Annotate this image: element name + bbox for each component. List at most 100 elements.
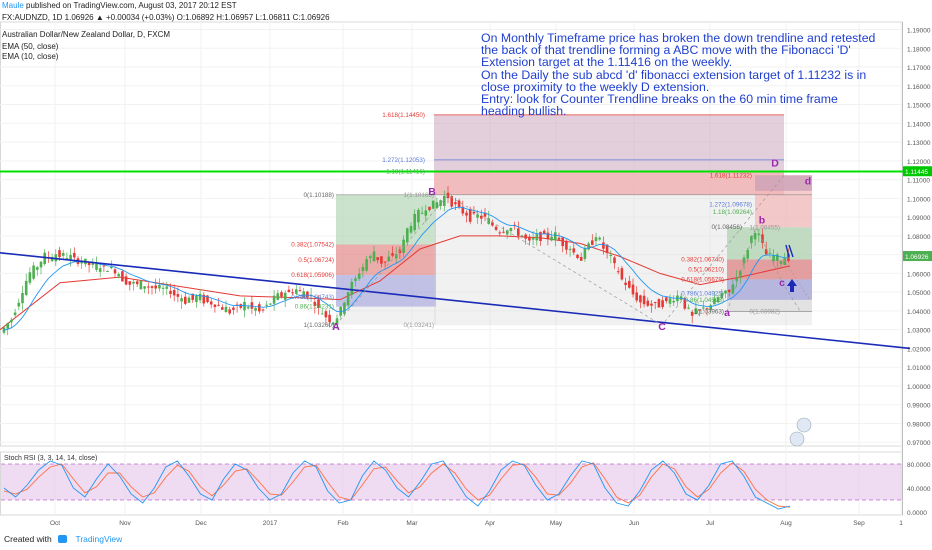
time-tick-label: Jun — [629, 520, 640, 527]
candle-body — [735, 277, 738, 281]
price-tick-label: 1.08000 — [907, 234, 931, 241]
fib-level-label: 0.382(1.06740) — [681, 257, 724, 264]
candle-body — [424, 210, 428, 216]
candle-body — [132, 281, 135, 284]
price-tick-label: 1.16000 — [907, 84, 931, 91]
fib-level-label: 0.86(1.04231) — [295, 304, 334, 311]
candle-body — [295, 289, 298, 294]
time-tick-label: 2017 — [263, 520, 278, 527]
candle-body — [687, 307, 690, 309]
candle-body — [287, 289, 291, 293]
candle-body — [6, 323, 9, 329]
time-tick-label: Feb — [337, 520, 349, 527]
candle-body — [620, 268, 624, 280]
candle-body — [54, 254, 58, 262]
candle-body — [768, 252, 772, 254]
publish-header: Maule published on TradingView.com, Augu… — [2, 1, 237, 10]
candle-body — [520, 235, 524, 237]
ohlc-line: FX:AUDNZD, 1D 1.06926 ▲ +0.00034 (+0.03%… — [2, 13, 330, 22]
price-tick-label: 1.04000 — [907, 309, 931, 316]
candle-body — [291, 292, 294, 294]
annotation-line-3: Entry: look for Counter Trendline breaks… — [481, 92, 838, 119]
counter-trendline-icon — [785, 244, 794, 258]
candle-body — [324, 311, 328, 318]
fib-level-label: 1(1.03260) — [304, 322, 334, 329]
footer-brand[interactable]: TradingView — [75, 534, 123, 544]
last-price-badge — [903, 251, 932, 262]
candle-body — [568, 248, 572, 250]
candle-body — [50, 256, 54, 262]
fib-zone-sub-green — [727, 227, 812, 260]
publisher-name[interactable]: Maule — [2, 1, 24, 10]
green-line-price-badge — [903, 166, 932, 177]
rsi-d-line — [3, 462, 791, 508]
candle-body — [383, 261, 387, 263]
candle-body — [202, 294, 206, 304]
candle-body — [468, 208, 472, 222]
price-tick-label: 1.19000 — [907, 28, 931, 35]
candle-body — [672, 300, 675, 303]
price-chart: 1.19000 1.18000 1.17000 1.16000 1.15000 1.140… — [0, 21, 932, 527]
fib-level-label: 1.272(1.09678) — [709, 201, 752, 208]
price-tick-label: 1.13000 — [907, 140, 931, 147]
symbol-legend: Australian Dollar/New Zealand Dollar, D,… — [2, 30, 171, 39]
time-tick-label: Mar — [406, 520, 418, 527]
candle-body — [135, 281, 139, 285]
rsi-tick-label: 80.0000 — [907, 462, 931, 469]
candle-body — [246, 307, 250, 309]
candle-body — [39, 261, 43, 268]
pattern-point-D: D — [771, 158, 779, 170]
fib-level-label: 0.382(1.07542) — [291, 242, 334, 249]
time-tick-label: May — [550, 520, 563, 527]
candle-body — [172, 290, 176, 296]
ema10-legend: EMA (10, close) — [2, 52, 59, 61]
candle-body — [121, 271, 124, 282]
ema50-line — [0, 235, 791, 331]
candle-body — [254, 308, 257, 311]
candle-body — [546, 232, 550, 239]
candle-body — [261, 309, 265, 311]
candle-body — [724, 290, 727, 294]
sub-abcd-connector — [726, 226, 801, 312]
price-tick-label: 1.10000 — [907, 196, 931, 203]
time-tick-label: Apr — [485, 520, 496, 527]
candle-body — [106, 270, 109, 272]
candle-body — [195, 295, 198, 303]
fib-level-label: 1.618(1.14450) — [382, 112, 425, 119]
tradingview-logo-icon — [58, 535, 68, 543]
candle-body — [191, 293, 194, 300]
fib-level-label: 0.786(1.04925) — [681, 291, 724, 298]
fib-level-label: 0.5(1.06724) — [298, 257, 334, 264]
candle-body — [727, 289, 731, 293]
candle-body — [258, 304, 261, 312]
last-price-label: 1.06926 — [905, 254, 929, 261]
candle-body — [265, 304, 268, 306]
candle-body — [139, 280, 143, 290]
candle-body — [232, 307, 235, 310]
candle-body — [591, 240, 594, 245]
candle-body — [694, 308, 698, 314]
candle-body — [180, 298, 183, 302]
candle-body — [587, 243, 590, 250]
candle-body — [343, 302, 346, 314]
candle-body — [369, 256, 372, 258]
price-tick-label: 0.98000 — [907, 421, 931, 428]
pattern-point-a: a — [724, 307, 730, 319]
candle-body — [624, 282, 627, 286]
price-tick-label: 0.99000 — [907, 403, 931, 410]
candle-body — [761, 234, 764, 243]
candle-body — [698, 309, 701, 311]
candle-body — [653, 301, 657, 303]
candle-body — [483, 213, 487, 217]
candle-body — [583, 247, 587, 259]
candle-body — [10, 319, 13, 323]
candle-body — [443, 195, 446, 206]
candle-body — [487, 218, 490, 224]
candle-body — [198, 293, 202, 301]
candle-body — [169, 290, 172, 295]
price-tick-label: 1.12000 — [907, 159, 931, 166]
candle-body — [154, 285, 157, 289]
candle-body — [628, 280, 631, 288]
annotation-line-1: On Monthly Timeframe price has broken th… — [481, 31, 876, 70]
candle-body — [391, 253, 394, 256]
